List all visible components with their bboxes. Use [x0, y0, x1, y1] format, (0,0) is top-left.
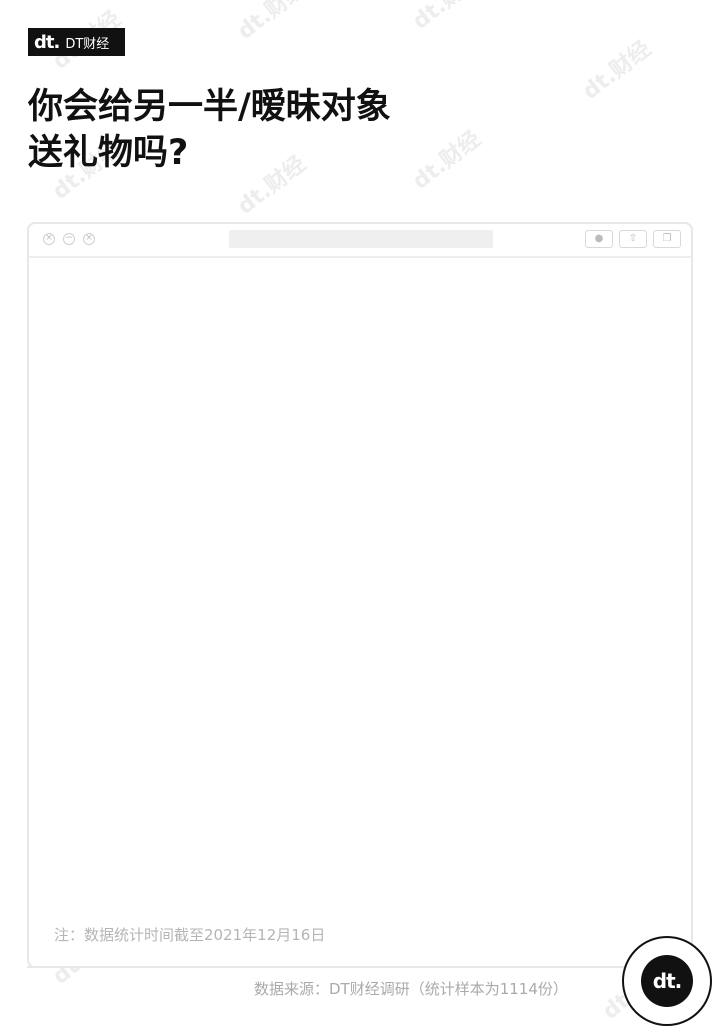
- page-title: 你会给另一半/暧昧对象 送礼物吗?: [28, 84, 628, 176]
- brand-name: DT财经: [65, 36, 110, 52]
- round-logo-badge: dt.: [622, 936, 712, 1026]
- address-bar: [229, 230, 493, 248]
- footnote: 注：数据统计时间截至2021年12月16日: [54, 926, 326, 944]
- page-title-line-1: 你会给另一半/暧昧对象: [28, 87, 391, 127]
- window-titlebar: × − × ● ⇧ ❐: [29, 224, 691, 258]
- window-bottom-edge: [27, 966, 693, 968]
- record-icon: ●: [585, 230, 613, 248]
- page-title-line-2: 送礼物吗?: [28, 133, 189, 173]
- brand-badge: dt. DT财经: [28, 28, 125, 56]
- round-logo: dt.: [641, 955, 693, 1007]
- browser-window-frame: × − × ● ⇧ ❐: [27, 222, 693, 968]
- brand-logo: dt.: [34, 31, 60, 53]
- copy-icon: ❐: [653, 230, 681, 248]
- share-icon: ⇧: [619, 230, 647, 248]
- watermark-text: dt.财经: [408, 0, 486, 35]
- close-icon: ×: [43, 233, 55, 245]
- maximize-icon: ×: [83, 233, 95, 245]
- data-source: 数据来源：DT财经调研（统计样本为1114份）: [254, 980, 568, 998]
- minimize-icon: −: [63, 233, 75, 245]
- watermark-text: dt.财经: [233, 0, 311, 45]
